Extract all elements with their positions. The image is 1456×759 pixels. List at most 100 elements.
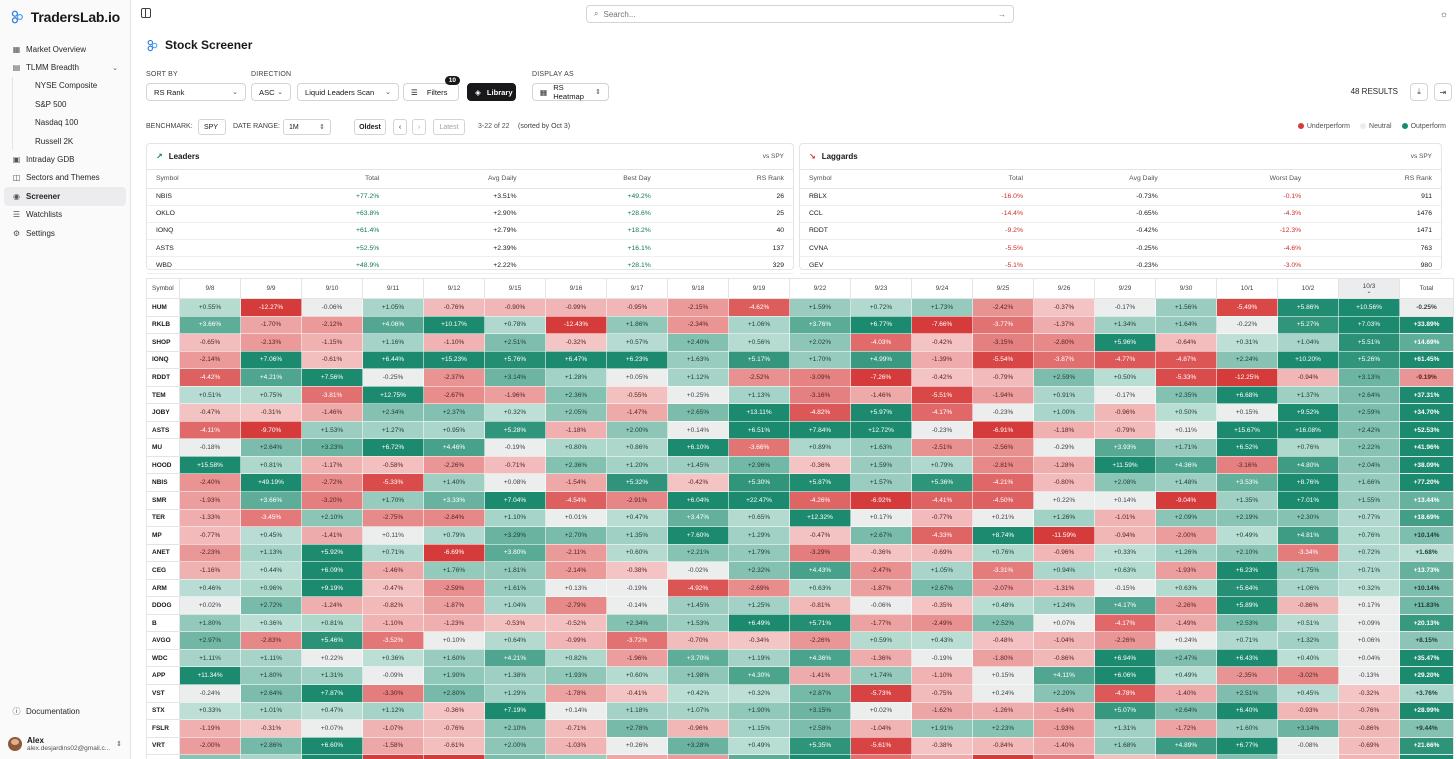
heatmap-cell[interactable]: +0.36%: [362, 648, 424, 668]
heatmap-cell[interactable]: +0.60%: [606, 666, 668, 686]
heatmap-cell[interactable]: +6.94%: [1094, 648, 1156, 668]
heatmap-cell[interactable]: -2.34%: [667, 315, 729, 335]
heatmap-cell[interactable]: +5.71%: [789, 613, 851, 633]
heatmap-cell[interactable]: +0.02%: [179, 596, 241, 615]
date-column-header[interactable]: 9/16: [545, 278, 607, 299]
table-row[interactable]: DDOG +0.02% +2.72% -1.24% -0.82% -1.87% +1.04%…: [146, 596, 1454, 615]
heatmap-cell[interactable]: -3.16%: [1216, 455, 1278, 475]
heatmap-cell[interactable]: +0.59%: [850, 631, 912, 650]
heatmap-cell[interactable]: +6.04%: [667, 491, 729, 510]
heatmap-cell[interactable]: +2.09%: [1155, 508, 1217, 528]
heatmap-cell[interactable]: +6.10%: [667, 438, 729, 457]
heatmap-cell[interactable]: -0.32%: [545, 333, 607, 352]
heatmap-cell[interactable]: -2.69%: [728, 578, 790, 598]
heatmap-cell[interactable]: -7.66%: [911, 315, 973, 335]
heatmap-cell[interactable]: -4.21%: [972, 473, 1034, 493]
heatmap-cell[interactable]: -0.93%: [1277, 701, 1339, 721]
heatmap-cell[interactable]: +0.14%: [545, 701, 607, 721]
heatmap-cell[interactable]: -6.06%: [423, 754, 485, 759]
heatmap-cell[interactable]: +0.06%: [1338, 631, 1400, 650]
heatmap-cell[interactable]: -1.58%: [606, 754, 668, 759]
heatmap-cell[interactable]: +1.59%: [789, 298, 851, 317]
heatmap-cell[interactable]: -1.94%: [972, 385, 1034, 405]
heatmap-cell[interactable]: +2.47%: [1155, 648, 1217, 668]
symbol-cell[interactable]: DDOG: [146, 596, 180, 615]
symbol-cell[interactable]: JOBY: [146, 403, 180, 422]
heatmap-cell[interactable]: +1.35%: [1216, 491, 1278, 510]
heatmap-cell[interactable]: +3.80%: [484, 543, 546, 563]
heatmap-cell[interactable]: +3.64%: [728, 754, 790, 759]
heatmap-cell[interactable]: +3.13%: [1338, 368, 1400, 387]
heatmap-cell[interactable]: -0.96%: [667, 719, 729, 738]
heatmap-cell[interactable]: +1.70%: [789, 350, 851, 370]
heatmap-cell[interactable]: +7.84%: [789, 420, 851, 440]
heatmap-cell[interactable]: +6.51%: [728, 420, 790, 440]
heatmap-cell[interactable]: +1.63%: [545, 754, 607, 759]
heatmap-cell[interactable]: +1.04%: [484, 596, 546, 615]
table-row[interactable]: APP +11.34% +1.80% +1.31% -0.09% +1.90% +1.38%…: [146, 666, 1454, 686]
heatmap-cell[interactable]: -3.82%: [850, 754, 912, 759]
heatmap-cell[interactable]: +0.31%: [1216, 333, 1278, 352]
table-row[interactable]: OKLO +63.8% +2.90% +28.6% 25: [147, 205, 793, 223]
heatmap-cell[interactable]: -1.87%: [423, 596, 485, 615]
heatmap-cell[interactable]: +2.87%: [789, 684, 851, 703]
heatmap-cell[interactable]: +4.43%: [789, 561, 851, 580]
heatmap-cell[interactable]: +3.47%: [667, 508, 729, 528]
heatmap-cell[interactable]: +1.26%: [1033, 508, 1095, 528]
heatmap-cell[interactable]: +49.19%: [240, 473, 302, 493]
heatmap-cell[interactable]: -0.29%: [1033, 438, 1095, 457]
heatmap-cell[interactable]: +1.13%: [728, 385, 790, 405]
table-row[interactable]: STX +0.33% +1.01% +0.47% +1.12% -0.36% +7.19% +…: [146, 701, 1454, 721]
heatmap-cell[interactable]: +0.77%: [1338, 508, 1400, 528]
heatmap-cell[interactable]: -4.17%: [1094, 613, 1156, 633]
heatmap-cell[interactable]: -5.33%: [1155, 368, 1217, 387]
heatmap-cell[interactable]: -1.40%: [1155, 684, 1217, 703]
heatmap-cell[interactable]: -4.78%: [1094, 684, 1156, 703]
heatmap-cell[interactable]: +0.50%: [1155, 403, 1217, 422]
table-row[interactable]: B +1.80% +0.36% +0.81% -1.10% -1.23% -0.53% -0.…: [146, 613, 1454, 633]
symbol-cell[interactable]: TEM: [146, 385, 180, 405]
heatmap-cell[interactable]: -2.11%: [545, 543, 607, 563]
heatmap-cell[interactable]: -2.52%: [728, 368, 790, 387]
heatmap-cell[interactable]: +0.79%: [423, 526, 485, 545]
heatmap-cell[interactable]: +1.15%: [728, 719, 790, 738]
heatmap-cell[interactable]: -0.34%: [728, 631, 790, 650]
heatmap-cell[interactable]: +2.52%: [972, 613, 1034, 633]
date-column-header[interactable]: 9/22: [789, 278, 851, 299]
heatmap-cell[interactable]: +0.45%: [1277, 684, 1339, 703]
heatmap-cell[interactable]: +8.74%: [972, 526, 1034, 545]
heatmap-cell[interactable]: -2.79%: [545, 596, 607, 615]
heatmap-cell[interactable]: +5.92%: [301, 543, 363, 563]
heatmap-cell[interactable]: +2.53%: [1216, 613, 1278, 633]
nav-tlmm-breadth[interactable]: ▤ TLMM Breadth ⌄: [4, 58, 126, 76]
heatmap-cell[interactable]: +0.33%: [1094, 543, 1156, 563]
heatmap-cell[interactable]: -2.75%: [362, 508, 424, 528]
heatmap-cell[interactable]: +2.21%: [667, 543, 729, 563]
nav-russell2k[interactable]: Russell 2K: [29, 132, 126, 150]
heatmap-cell[interactable]: -0.61%: [301, 350, 363, 370]
heatmap-cell[interactable]: +0.49%: [1216, 526, 1278, 545]
heatmap-cell[interactable]: +6.43%: [1216, 648, 1278, 668]
heatmap-cell[interactable]: +1.81%: [484, 561, 546, 580]
heatmap-cell[interactable]: -3.20%: [301, 491, 363, 510]
heatmap-cell[interactable]: +0.51%: [1277, 613, 1339, 633]
heatmap-cell[interactable]: +10.20%: [1277, 350, 1339, 370]
heatmap-cell[interactable]: -0.42%: [911, 368, 973, 387]
heatmap-cell[interactable]: +0.57%: [606, 333, 668, 352]
heatmap-cell[interactable]: -1.78%: [545, 684, 607, 703]
date-column-header[interactable]: 10/3 ⌄: [1338, 278, 1400, 299]
heatmap-cell[interactable]: +0.89%: [789, 438, 851, 457]
heatmap-cell[interactable]: +2.35%: [1155, 385, 1217, 405]
symbol-cell[interactable]: IONQ: [146, 350, 180, 370]
heatmap-cell[interactable]: -0.13%: [1338, 666, 1400, 686]
heatmap-cell[interactable]: +2.51%: [1216, 684, 1278, 703]
heatmap-cell[interactable]: +1.57%: [850, 473, 912, 493]
heatmap-cell[interactable]: +2.72%: [240, 596, 302, 615]
heatmap-cell[interactable]: -2.67%: [423, 385, 485, 405]
heatmap-cell[interactable]: -0.53%: [484, 613, 546, 633]
heatmap-cell[interactable]: -9.04%: [1155, 491, 1217, 510]
date-column-header[interactable]: 9/12: [423, 278, 485, 299]
heatmap-cell[interactable]: +1.64%: [1155, 315, 1217, 335]
heatmap-cell[interactable]: +12.75%: [362, 385, 424, 405]
heatmap-cell[interactable]: -0.48%: [972, 631, 1034, 650]
